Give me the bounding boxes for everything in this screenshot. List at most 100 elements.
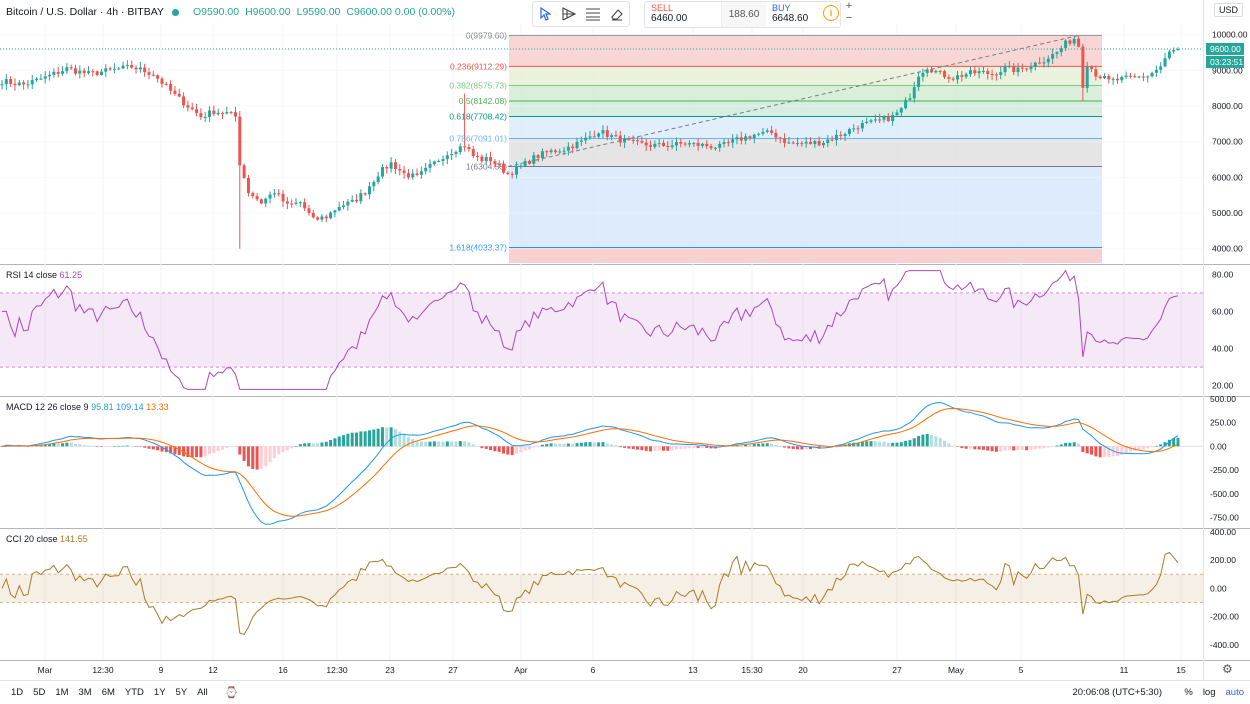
range-5d[interactable]: 5D <box>33 687 46 698</box>
x-tick-label: 23 <box>385 665 395 675</box>
currency-badge[interactable]: USD <box>1214 3 1244 17</box>
last-price-label: 9600.00 <box>1210 44 1241 54</box>
candle-body <box>324 216 328 219</box>
settings-icon[interactable]: ⚙ <box>1222 662 1233 676</box>
candle-body <box>246 177 250 194</box>
macd-histogram-bar <box>860 441 864 447</box>
candle-body <box>333 210 337 213</box>
candle-body <box>298 202 302 204</box>
candle-body <box>951 78 955 80</box>
range-ytd[interactable]: YTD <box>124 687 144 698</box>
macd-histogram-bar <box>458 441 462 447</box>
range-1y[interactable]: 1Y <box>153 687 166 698</box>
macd-histogram-bar <box>545 444 549 447</box>
candle-body <box>1077 38 1081 47</box>
candle-body <box>592 136 596 138</box>
macd-histogram-bar <box>566 443 570 447</box>
macd-histogram-bar <box>925 433 929 447</box>
macd-histogram-bar <box>182 446 186 457</box>
candle-body <box>463 146 467 148</box>
range-all[interactable]: All <box>197 687 208 698</box>
range-6m[interactable]: 6M <box>101 687 115 698</box>
log-toggle[interactable]: log <box>1202 687 1216 698</box>
macd-histogram-bar <box>1159 444 1163 447</box>
fib-level-label: 1(6304.55) <box>466 162 507 172</box>
candle-body <box>307 208 311 214</box>
macd-histogram-bar <box>757 443 761 447</box>
candle-body <box>605 130 609 137</box>
candle-body <box>597 133 601 137</box>
candle-body <box>484 157 488 162</box>
hlines-icon[interactable] <box>581 3 605 25</box>
candle-body <box>208 110 212 117</box>
candle-body <box>657 142 661 144</box>
range-3m[interactable]: 3M <box>78 687 92 698</box>
macd-histogram-bar <box>1042 446 1046 449</box>
macd-histogram-bar <box>510 446 514 456</box>
candle-body <box>752 134 756 139</box>
macd-histogram-bar <box>571 443 575 447</box>
info-button[interactable]: i <box>820 2 842 24</box>
candle-body <box>636 140 640 142</box>
sell-button[interactable]: SELL 6460.00 <box>645 2 722 27</box>
candle-body <box>964 74 968 77</box>
buy-button[interactable]: BUY 6648.60 <box>766 2 840 27</box>
cursor-icon[interactable] <box>533 3 557 25</box>
candle-body <box>61 71 65 74</box>
macd-histogram-bar <box>1090 446 1094 455</box>
candle-body <box>640 141 644 143</box>
candle-body <box>372 181 376 187</box>
candle-body <box>56 71 60 74</box>
y-tick-label: 8000.00 <box>1212 101 1243 111</box>
candle-body <box>264 198 268 204</box>
eraser-icon[interactable] <box>605 3 629 25</box>
macd-histogram-bar <box>575 443 579 447</box>
macd-histogram-bar <box>540 444 544 447</box>
macd-histogram-bar <box>1016 446 1020 451</box>
macd-histogram-bar <box>0 446 4 447</box>
macd-histogram-bar <box>796 446 800 450</box>
candle-body <box>4 79 8 85</box>
percent-toggle[interactable]: % <box>1184 687 1193 698</box>
candle-body <box>917 76 921 87</box>
candle-body <box>441 159 445 161</box>
macd-histogram-bar <box>294 446 298 447</box>
macd-histogram-bar <box>783 446 787 448</box>
candle-body <box>726 142 730 144</box>
candle-body <box>415 173 419 175</box>
macd-histogram-bar <box>623 446 627 448</box>
candle-body <box>385 167 389 169</box>
fib-level-label: 0.5(8142.08) <box>459 96 507 106</box>
range-1d[interactable]: 1D <box>11 687 24 698</box>
auto-toggle[interactable]: auto <box>1225 687 1245 698</box>
macd-histogram-bar <box>1133 446 1137 451</box>
macd-histogram-bar <box>203 446 207 457</box>
fib-tool-icon[interactable] <box>557 3 581 25</box>
plus-icon[interactable]: + <box>845 0 853 12</box>
macd-histogram-bar <box>523 446 527 451</box>
calendar-icon[interactable]: ⌚ <box>224 687 239 699</box>
macd-histogram-bar <box>1038 446 1042 449</box>
macd-histogram-bar <box>744 444 748 447</box>
candle-body <box>476 156 480 158</box>
macd-histogram-bar <box>770 443 774 447</box>
candle-body <box>908 98 912 100</box>
candle-body <box>821 143 825 146</box>
countdown-tag <box>1206 55 1244 68</box>
range-1m[interactable]: 1M <box>55 687 69 698</box>
macd-histogram-bar <box>765 443 769 447</box>
candle-body <box>22 82 26 85</box>
candle-body <box>1033 62 1037 67</box>
x-tick-label: 15 <box>1176 665 1186 675</box>
cci-band <box>0 574 1203 603</box>
range-5y[interactable]: 5Y <box>175 687 188 698</box>
candle-body <box>1133 76 1137 78</box>
candle-body <box>368 186 371 195</box>
macd-histogram-bar <box>121 445 125 447</box>
candle-body <box>164 83 168 85</box>
macd-histogram-bar <box>947 443 951 447</box>
candle-body <box>329 212 333 219</box>
minus-icon[interactable]: − <box>845 12 853 24</box>
candle-body <box>852 128 856 130</box>
